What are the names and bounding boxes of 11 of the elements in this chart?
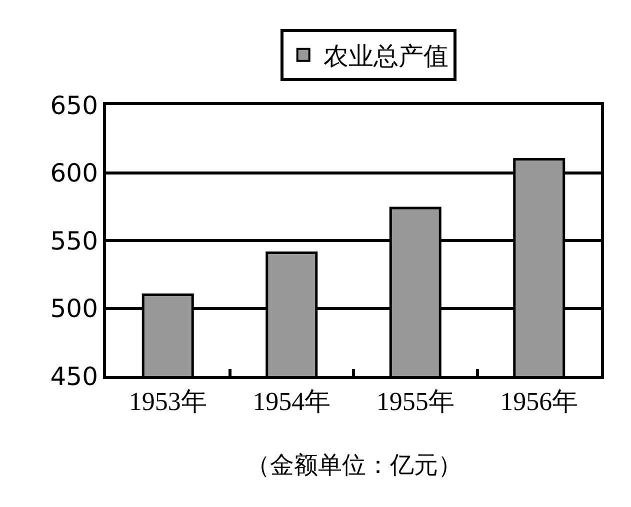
x-tick-label: 1956年 <box>500 387 578 416</box>
y-tick-label: 550 <box>50 226 98 256</box>
y-tick-label: 650 <box>50 90 98 120</box>
x-tick-label: 1955年 <box>376 387 454 416</box>
x-tick-label: 1953年 <box>128 387 207 416</box>
x-tick-label: 1954年 <box>252 387 331 416</box>
y-tick-label: 450 <box>50 362 98 391</box>
legend-label: 农业总产值 <box>323 42 448 71</box>
y-tick-label: 500 <box>50 294 98 323</box>
y-tick-label: 600 <box>50 158 98 188</box>
text: （金额单位：亿元） <box>246 451 462 479</box>
